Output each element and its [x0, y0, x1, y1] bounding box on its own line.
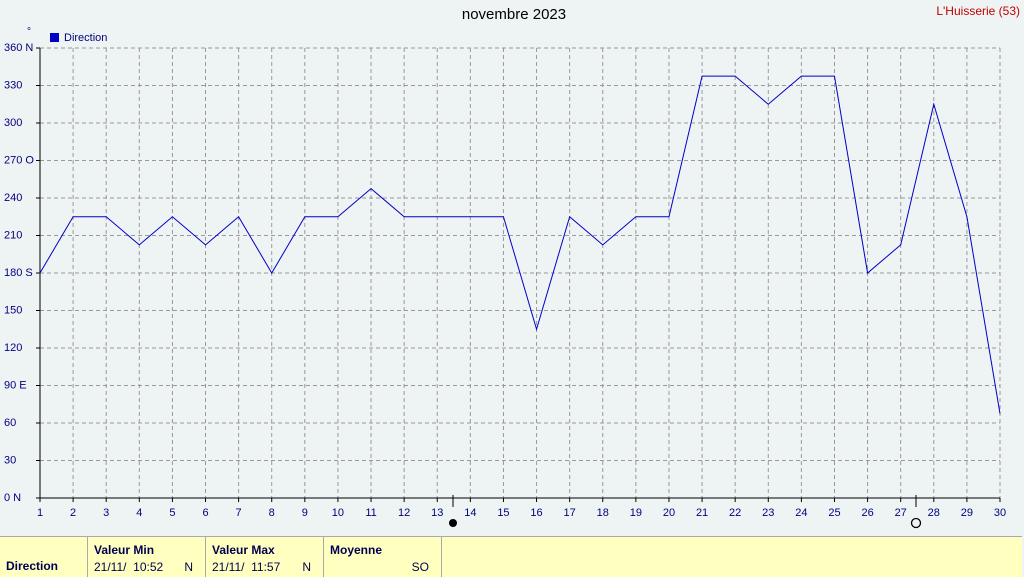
x-tick-label: 8 — [269, 507, 275, 519]
y-tick-label: 240 — [4, 192, 22, 204]
x-tick-label: 11 — [365, 507, 376, 519]
x-tick-label: 1 — [37, 507, 43, 519]
full-moon — [910, 517, 922, 529]
y-tick-label: 180 S — [4, 267, 33, 279]
y-tick-label: 0 N — [4, 492, 21, 504]
x-tick-label: 21 — [696, 507, 708, 519]
y-unit: ° — [27, 27, 31, 38]
value: SO — [411, 560, 429, 574]
x-tick-label: 20 — [663, 507, 675, 519]
new-moon — [449, 519, 457, 527]
y-tick-label: 360 N — [4, 42, 33, 54]
summary-table: Direction Valeur Min 21/11/ 10:52 N Valeur … — [0, 536, 1022, 577]
x-tick-label: 17 — [564, 507, 576, 519]
y-tick-label: 90 E — [4, 379, 27, 391]
x-tick-label: 28 — [928, 507, 940, 519]
y-tick-label: 270 O — [4, 154, 34, 166]
y-tick-label: 300 — [4, 117, 22, 129]
x-tick-label: 25 — [828, 507, 840, 519]
x-tick-label: 19 — [630, 507, 642, 519]
station: L'Huisserie (53) — [936, 4, 1020, 18]
x-tick-label: 24 — [795, 507, 807, 519]
column-header: Moyenne — [330, 543, 383, 557]
x-tick-label: 2 — [70, 507, 76, 519]
x-tick-label: 6 — [202, 507, 208, 519]
y-tick-label: 330 — [4, 79, 22, 91]
value: N — [184, 560, 193, 574]
chart: novembre 2023 L'Huisserie (53) ° 0 N 30 60… — [4, 4, 1020, 529]
y-tick-label: 210 — [4, 229, 22, 241]
column-header: Valeur Min — [94, 543, 155, 557]
row-label-cell: Direction — [0, 537, 88, 577]
x-tick-label: 23 — [762, 507, 774, 519]
x-tick-label: 3 — [103, 507, 109, 519]
summary-cell: Valeur Max 21/11/ 11:57 N — [206, 537, 324, 577]
column-header: Valeur Max — [212, 543, 275, 557]
row-label: Direction — [6, 559, 59, 573]
x-tick-label: 18 — [597, 507, 609, 519]
y-tick-label: 30 — [4, 454, 16, 466]
data-line — [39, 75, 1001, 414]
x-tick-label: 7 — [236, 507, 242, 519]
x-tick-label: 14 — [464, 507, 476, 519]
y-tick-label: 120 — [4, 342, 22, 354]
x-tick-label: 16 — [530, 507, 542, 519]
x-tick-label: 5 — [169, 507, 175, 519]
summary-cell: Valeur Min 21/11/ 10:52 N — [88, 537, 206, 577]
y-tick-label: 60 — [4, 417, 16, 429]
x-tick-label: 9 — [302, 507, 308, 519]
x-tick-label: 10 — [332, 507, 344, 519]
x-tick-label: 15 — [497, 507, 509, 519]
time: 21/11/ 11:57 — [212, 560, 281, 574]
time: 21/11/ 10:52 — [94, 560, 164, 574]
x-tick-label: 22 — [729, 507, 741, 519]
legend-label: Direction — [64, 32, 107, 44]
x-tick-label: 29 — [961, 507, 973, 519]
x-tick-label: 26 — [861, 507, 873, 519]
value: N — [302, 560, 311, 574]
x-tick-label: 12 — [398, 507, 410, 519]
x-tick-label: 30 — [994, 507, 1006, 519]
x-tick-label: 4 — [136, 507, 142, 519]
summary-cell: Moyenne SO — [324, 537, 442, 577]
x-tick-label: 13 — [431, 507, 443, 519]
chart-title: novembre 2023 — [462, 6, 566, 23]
legend-swatch — [50, 33, 59, 42]
x-tick-label: 27 — [895, 507, 907, 519]
y-tick-label: 150 — [4, 304, 22, 316]
